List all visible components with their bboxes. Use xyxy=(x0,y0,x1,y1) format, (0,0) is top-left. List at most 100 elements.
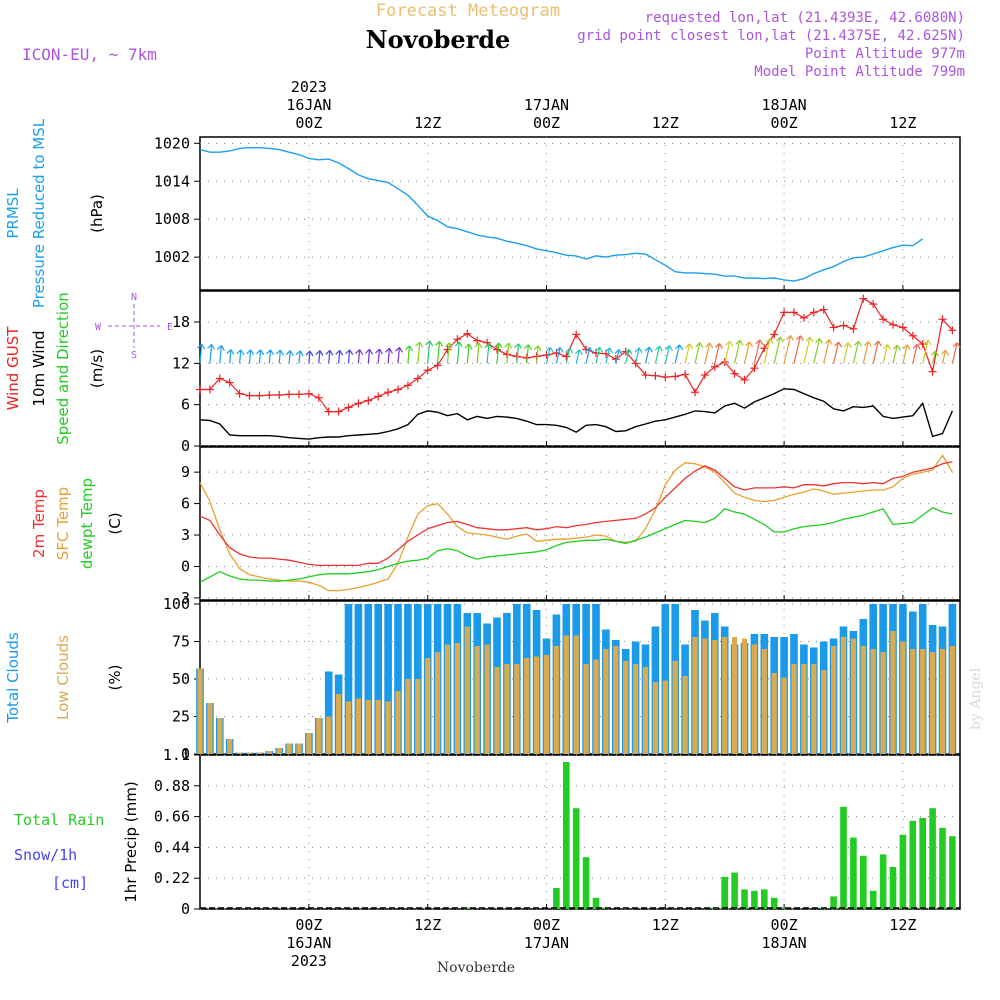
rain-bar xyxy=(869,890,877,909)
wind-direction-arrow xyxy=(823,339,833,364)
dewpt-line xyxy=(199,507,953,583)
wind-direction-arrow xyxy=(753,339,764,364)
temp-label: SFC Temp xyxy=(54,487,72,560)
wind-arrow-head xyxy=(779,336,784,343)
compass-e: E xyxy=(167,322,173,333)
gust-marker xyxy=(730,369,739,378)
rain-bar xyxy=(721,876,728,909)
low-cloud-bar xyxy=(217,718,223,754)
temp-panel: 9 6 3 0 -3 2m Temp SFC Temp dewpt Temp (C) xyxy=(30,446,961,607)
wind-arrow-head xyxy=(648,346,653,353)
point-altitude: Point Altitude 977m xyxy=(805,46,965,62)
wind-direction-arrow xyxy=(315,350,324,364)
low-cloud-bar xyxy=(197,668,203,754)
wind-direction-arrow xyxy=(743,341,754,364)
low-cloud-bar xyxy=(801,664,807,754)
wind-arrow-head xyxy=(819,338,824,344)
wind-arrow-shaft xyxy=(466,344,470,364)
wind-arrow-shaft xyxy=(605,347,611,364)
total-cloud-bar xyxy=(344,604,353,754)
top-time-label: 12Z xyxy=(889,114,916,132)
bottom-time-label: 2023 xyxy=(291,952,327,970)
low-cloud-bar xyxy=(474,646,480,754)
bottom-location: Novoberde xyxy=(437,960,515,976)
pressure-tick-label: 1008 xyxy=(154,210,190,228)
gust-marker xyxy=(750,364,759,373)
wind-arrow-head xyxy=(398,347,403,353)
low-cloud-bar xyxy=(860,646,866,754)
wind-arrow-head xyxy=(498,342,503,349)
wind-arrow-head xyxy=(790,335,795,341)
wind-arrow-shaft xyxy=(347,349,351,364)
wind-arrow-shaft xyxy=(506,343,510,364)
precip-tick-label: 0.44 xyxy=(154,838,190,856)
low-cloud-bar xyxy=(583,664,589,754)
wind-arrow-shaft xyxy=(268,349,272,364)
gust-marker xyxy=(740,375,749,384)
low-cloud-bar xyxy=(920,649,926,754)
low-cloud-bar xyxy=(890,631,896,754)
wind-arrow-head xyxy=(315,350,321,355)
wind-arrow-head xyxy=(815,337,821,343)
temp-label: 2m Temp xyxy=(30,489,48,558)
clouds-tick-label: 50 xyxy=(172,670,190,688)
wind-arrow-shaft xyxy=(575,349,580,364)
wind-direction-arrow xyxy=(714,342,723,364)
wind-arrow-head xyxy=(834,341,839,347)
pressure-unit: (hPa) xyxy=(88,194,106,233)
low-cloud-bar xyxy=(761,649,767,754)
wind-direction-arrow xyxy=(565,347,574,364)
rain-bar xyxy=(770,897,778,909)
gust-marker xyxy=(799,313,808,322)
low-cloud-bar xyxy=(880,652,886,754)
pressure-line xyxy=(199,147,924,282)
wind-frame xyxy=(199,290,961,447)
wind-direction-arrow xyxy=(365,348,374,364)
wind-arrow-shaft xyxy=(298,350,301,364)
wind-direction-arrow xyxy=(375,348,383,364)
wind-arrow-head xyxy=(444,342,450,348)
wind-arrow-head xyxy=(246,349,252,355)
low-cloud-bar xyxy=(494,667,500,754)
wind-direction-arrow xyxy=(355,349,364,364)
wind-direction-arrow xyxy=(664,345,673,364)
wind-direction-arrow xyxy=(256,349,265,364)
wind-direction-arrow xyxy=(634,347,643,364)
wind-direction-arrow xyxy=(872,340,882,364)
wind-arrow-head xyxy=(675,344,680,350)
wind-direction-arrow xyxy=(295,350,304,364)
rain-bar xyxy=(830,896,837,909)
gust-marker xyxy=(562,352,571,361)
wind-arrow-shaft xyxy=(823,339,830,364)
gust-marker xyxy=(928,367,937,376)
wind-arrow-head xyxy=(858,341,863,347)
wind-arrow-head xyxy=(658,345,663,352)
wind-arrow-head xyxy=(956,342,961,349)
low-cloud-bar xyxy=(732,637,738,754)
wind-direction-arrow xyxy=(941,349,950,364)
wind-panel: 18 12 6 0 Wind GUST 10m Wind Speed and Directi… xyxy=(4,290,961,455)
wind-arrow-head xyxy=(365,348,370,354)
top-time-label: 2023 xyxy=(291,78,327,96)
low-cloud-bar xyxy=(850,638,856,754)
wind-arrow-head xyxy=(369,348,374,355)
wind-direction-arrow xyxy=(207,343,216,364)
wind-direction-arrow xyxy=(275,349,284,364)
bottom-time-label: 17JAN xyxy=(524,934,569,952)
wind-arrow-shaft xyxy=(793,335,802,364)
wind-direction-arrow xyxy=(892,344,901,364)
low-cloud-bar xyxy=(741,638,748,754)
wind-arrow-shaft xyxy=(526,344,529,364)
wind-arrow-head xyxy=(527,344,532,350)
low-cloud-bar xyxy=(593,659,599,754)
gust-marker xyxy=(265,391,274,400)
wind-arrow-head xyxy=(295,350,301,356)
gust-marker xyxy=(374,392,383,401)
wind-tick-label: 18 xyxy=(172,313,190,331)
wind-direction-arrow xyxy=(724,340,734,364)
gust-marker xyxy=(205,385,214,394)
wind-direction-arrow xyxy=(454,341,463,364)
wind-arrow-head xyxy=(599,346,604,353)
wind-arrow-shaft xyxy=(397,347,401,364)
wind-arrow-head xyxy=(349,349,354,356)
